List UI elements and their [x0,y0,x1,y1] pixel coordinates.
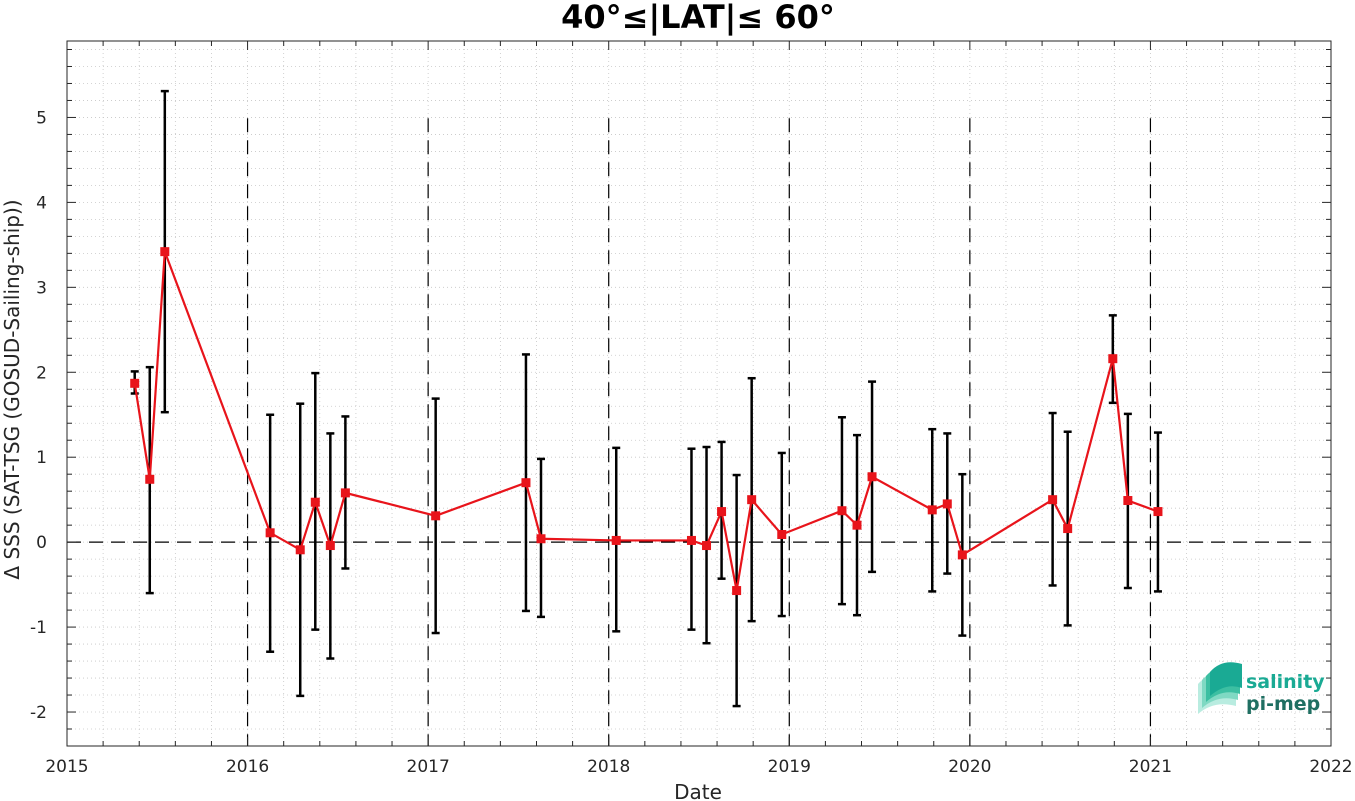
salinity-pi-mep-logo: salinity pi-mep [1198,662,1325,715]
data-point-marker [1063,524,1073,534]
data-point-marker [777,530,787,539]
data-point-marker [130,378,140,388]
x-tick-label: 2016 [226,757,269,777]
error-bars [130,89,1162,708]
data-point-marker [702,541,712,551]
x-tick-label: 2019 [768,757,811,777]
data-point-marker [340,488,350,498]
x-tick-label: 2020 [948,757,991,777]
year-boundary-lines [246,118,1152,746]
y-tick-label: 3 [36,278,47,298]
wave-logo-icon [1198,662,1242,714]
x-tick-label: 2022 [1309,757,1352,777]
data-point-marker [1123,496,1133,506]
grid [66,41,1332,747]
data-point-marker [431,511,441,521]
plot-area-border [66,40,1332,747]
y-axis-label: Δ SSS (SAT-TSG (GOSUD-Sailing-ship)) [0,199,24,579]
x-axis-label: Date [674,780,722,801]
y-tick-label: 4 [36,193,47,213]
x-tick-label: 2021 [1129,757,1172,777]
data-point-marker [957,550,967,560]
y-tick-label: 0 [36,533,47,553]
y-tick-label: 1 [36,448,47,468]
y-tick-label: -2 [30,703,47,723]
data-point-marker [160,247,170,257]
y-tick-label: -1 [30,618,47,638]
logo-text-salinity: salinity [1246,671,1325,693]
y-tick-label: 2 [36,363,47,383]
series-line [133,251,1159,591]
data-point-marker [867,472,877,482]
x-tick-label: 2018 [587,757,630,777]
data-point-marker [145,474,155,484]
data-point-marker [1153,507,1163,517]
x-tick-label: 2017 [407,757,450,777]
data-point-marker [1108,354,1118,364]
data-point-marker [942,499,952,509]
data-markers [130,247,1163,596]
y-tick-label: 5 [36,108,47,128]
data-point-marker [686,535,696,545]
data-point-marker [837,506,847,516]
data-point-marker [852,520,862,530]
data-point-marker [747,495,757,505]
x-tick-label: 2015 [45,757,88,777]
axis-ticks [66,41,1332,747]
data-point-marker [325,541,335,551]
x-tick-labels: 2015 2016 2017 2018 2019 2020 2021 2022 [45,757,1352,777]
data-point-marker [611,535,621,545]
data-point-marker [295,545,305,555]
data-point-marker [927,505,937,515]
data-point-marker [521,478,531,488]
data-point-marker [265,528,275,538]
data-point-marker [732,586,742,596]
data-point-marker [717,507,727,517]
logo-text-pi-mep: pi-mep [1246,693,1320,715]
chart-title: 40°≤|LAT|≤ 60° [561,0,835,37]
y-tick-labels: -2 -1 0 1 2 3 4 5 [30,108,47,723]
data-point-marker [310,497,320,507]
data-point-marker [1048,495,1058,505]
data-point-marker [536,534,546,544]
